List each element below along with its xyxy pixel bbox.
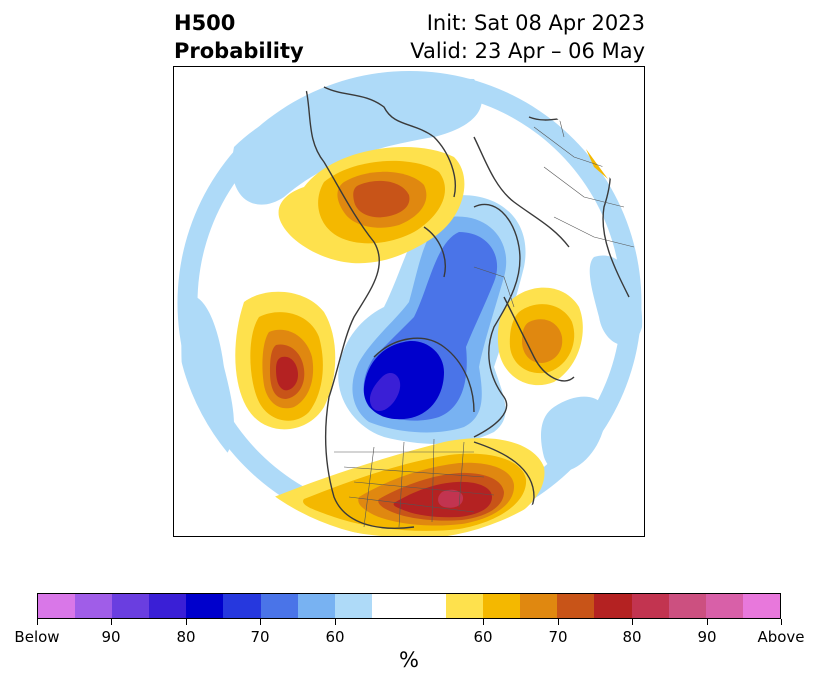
colorbar-tick <box>632 619 633 625</box>
contour-west-ridge-red <box>276 356 298 391</box>
colorbar-tick <box>186 619 187 625</box>
colorbar-tick <box>335 619 336 625</box>
colorbar-tick-label: 90 <box>697 628 717 646</box>
colorbar-tick-label: 90 <box>101 628 121 646</box>
colorbar-cell <box>38 594 76 618</box>
title-init-date: Init: Sat 08 Apr 2023 <box>426 11 645 35</box>
colorbar-tick-label: Above <box>757 628 805 646</box>
colorbar-tick-label: 80 <box>176 628 196 646</box>
colorbar-tick <box>260 619 261 625</box>
contour-south-ridge-rose <box>438 489 464 508</box>
colorbar-cell <box>668 594 706 618</box>
colorbar-tick <box>558 619 559 625</box>
title-right: Init: Sat 08 Apr 2023 Valid: 23 Apr – 06… <box>410 9 645 65</box>
colorbar-cell <box>186 594 224 618</box>
colorbar-cell <box>594 594 632 618</box>
colorbar-cell <box>483 594 521 618</box>
colorbar-units: % <box>399 648 419 672</box>
colorbar-tick-label: 80 <box>622 628 642 646</box>
contour-light-blue-southwest <box>181 295 234 467</box>
title-valid-range: Valid: 23 Apr – 06 May <box>410 39 645 63</box>
map-panel <box>173 66 645 537</box>
colorbar-tick-label: Below <box>14 628 60 646</box>
title-product: Probability <box>174 39 304 63</box>
colorbar-tick <box>483 619 484 625</box>
colorbar-cell <box>297 594 335 618</box>
colorbar-tick-label: 60 <box>325 628 345 646</box>
contour-trough-core <box>369 372 401 412</box>
colorbar <box>37 593 781 619</box>
colorbar-tick-label: 70 <box>250 628 270 646</box>
colorbar-cell <box>112 594 150 618</box>
colorbar-tick <box>781 619 782 625</box>
contour-light-blue-atlantic <box>541 396 606 472</box>
colorbar-cell <box>260 594 298 618</box>
colorbar-cell <box>223 594 261 618</box>
colorbar-tick <box>111 619 112 625</box>
colorbar-cell <box>371 594 409 618</box>
colorbar-tick-label: 60 <box>473 628 493 646</box>
colorbar-cell <box>742 594 780 618</box>
probability-map <box>177 71 643 536</box>
contour-light-blue-east <box>589 255 643 346</box>
colorbar-cell <box>149 594 187 618</box>
colorbar-cell <box>520 594 558 618</box>
colorbar-cell <box>557 594 595 618</box>
colorbar-tick <box>707 619 708 625</box>
colorbar-cell <box>446 594 484 618</box>
colorbar-tick <box>37 619 38 625</box>
colorbar-cell <box>631 594 669 618</box>
colorbar-cell <box>75 594 113 618</box>
title-variable: H500 <box>174 11 236 35</box>
colorbar-cell <box>705 594 743 618</box>
colorbar-cell <box>408 594 447 618</box>
title-left: H500 Probability <box>174 9 304 65</box>
contour-north-ridge-dark-orange <box>353 180 410 218</box>
political-borders <box>334 86 635 528</box>
colorbar-tick-label: 70 <box>548 628 568 646</box>
colorbar-cell <box>334 594 372 618</box>
contour-northeast-gold <box>586 149 608 179</box>
contour-light-blue-north <box>232 78 482 205</box>
